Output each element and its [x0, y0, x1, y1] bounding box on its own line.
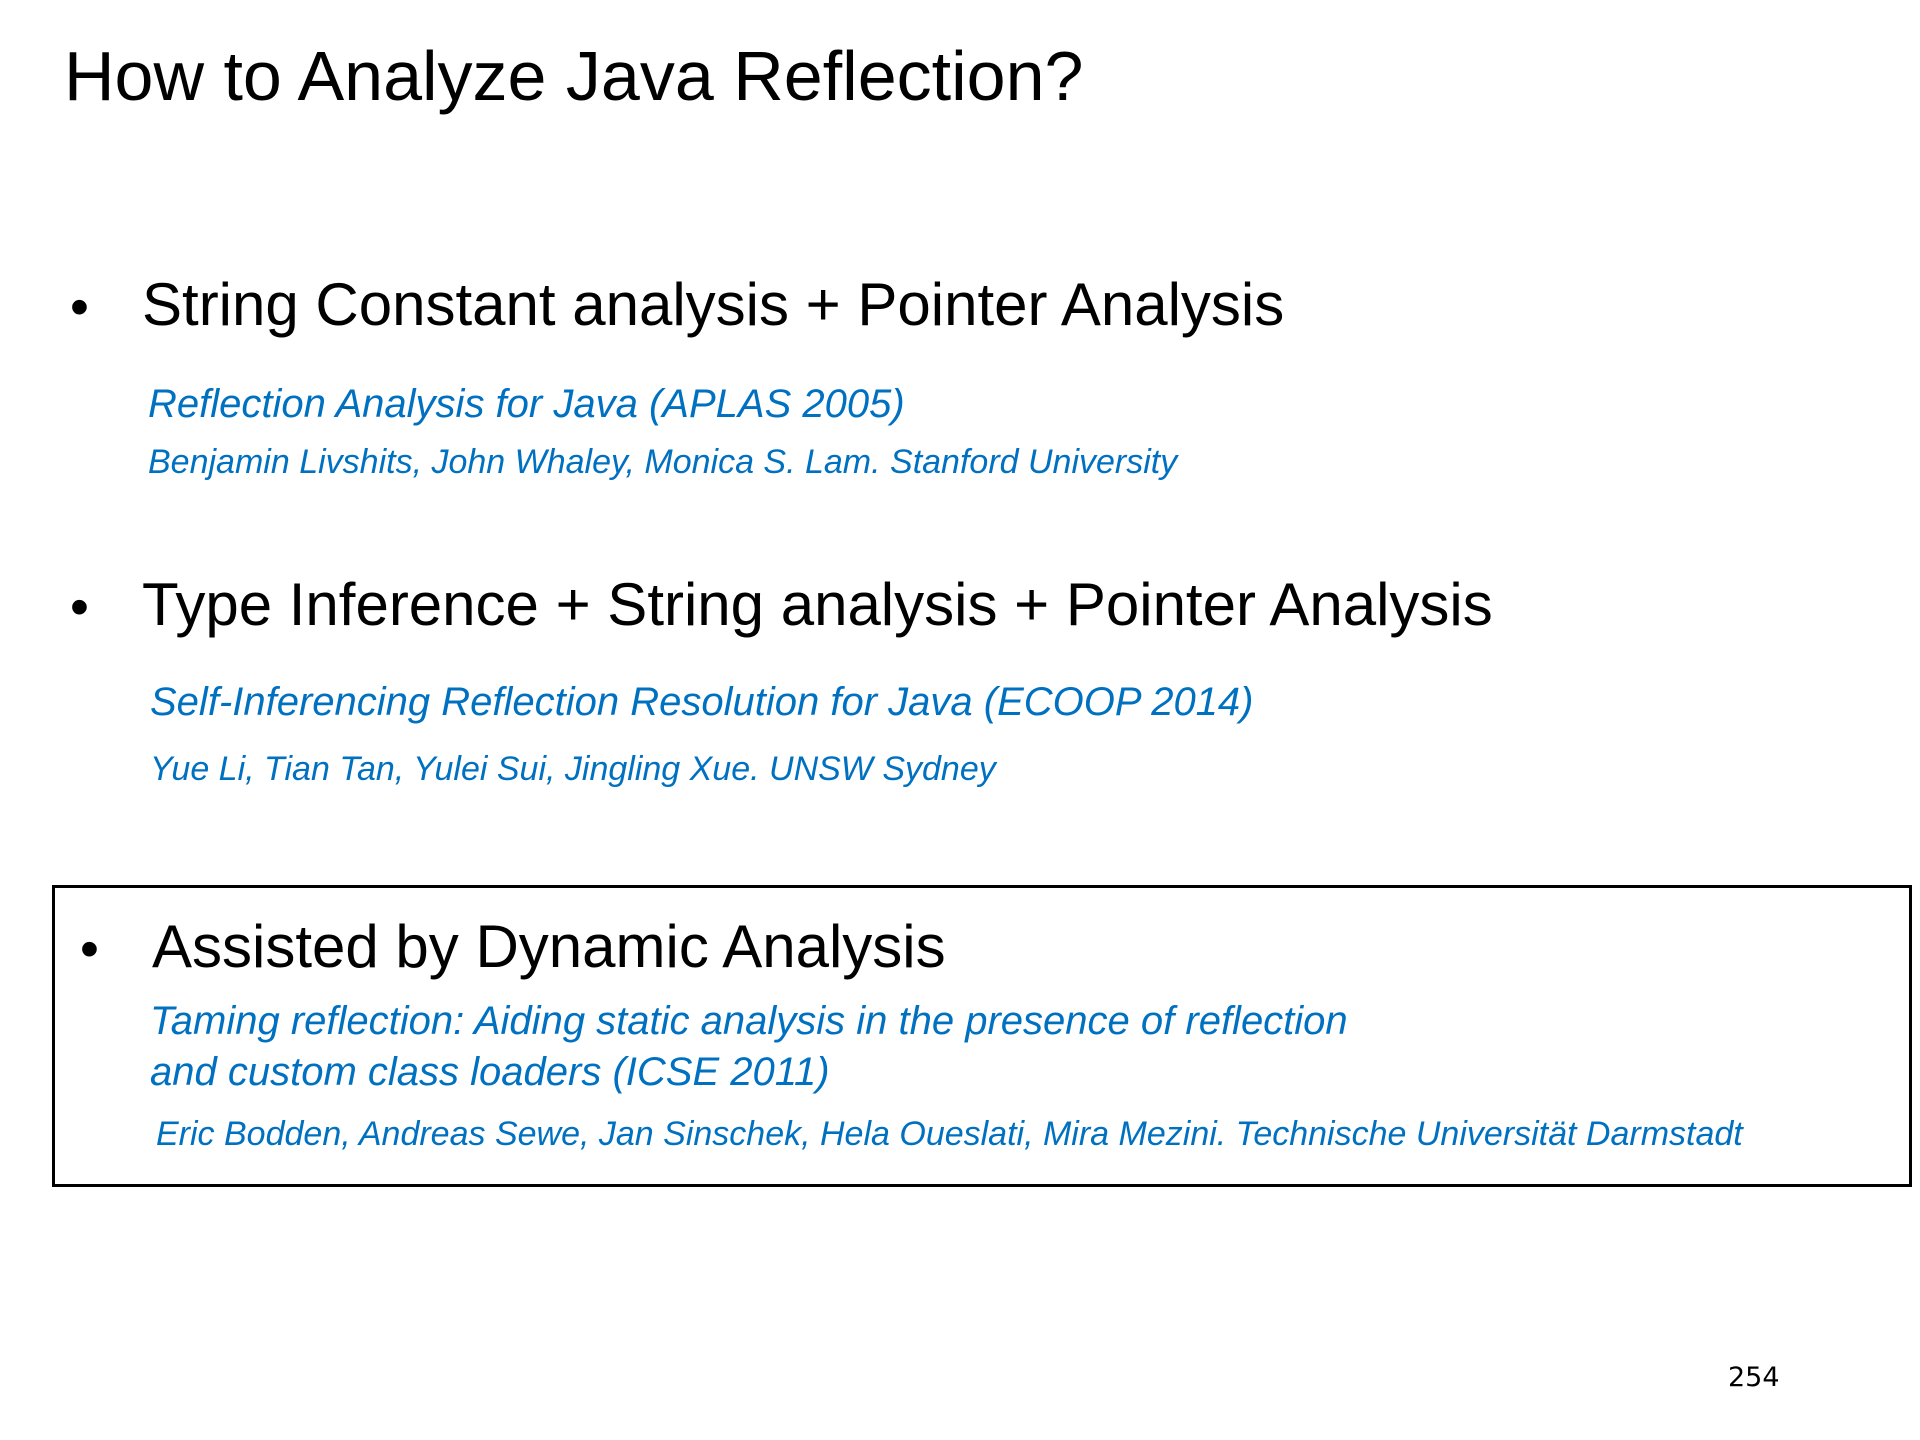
paper-authors-ecoop-2014: Yue Li, Tian Tan, Yulei Sui, Jingling Xu…: [150, 750, 996, 788]
paper-authors-aplas-2005: Benjamin Livshits, John Whaley, Monica S…: [148, 443, 1178, 481]
paper-title-icse-2011-line2: and custom class loaders (ICSE 2011): [150, 1050, 830, 1094]
slide-title: How to Analyze Java Reflection?: [64, 37, 1084, 115]
paper-title-aplas-2005: Reflection Analysis for Java (APLAS 2005…: [148, 382, 905, 426]
bullet-marker: •: [80, 919, 99, 979]
bullet-type-inference: • Type Inference + String analysis + Poi…: [70, 570, 1493, 639]
bullet-heading: Type Inference + String analysis + Point…: [142, 571, 1493, 638]
bullet-marker: •: [70, 577, 89, 637]
highlight-box: [52, 885, 1912, 1187]
bullet-dynamic-analysis: • Assisted by Dynamic Analysis: [80, 912, 946, 981]
bullet-marker: •: [70, 277, 89, 337]
paper-authors-icse-2011: Eric Bodden, Andreas Sewe, Jan Sinschek,…: [156, 1115, 1743, 1153]
paper-title-icse-2011-line1: Taming reflection: Aiding static analysi…: [150, 999, 1348, 1043]
paper-title-ecoop-2014: Self-Inferencing Reflection Resolution f…: [150, 680, 1254, 724]
bullet-heading: Assisted by Dynamic Analysis: [152, 913, 946, 980]
page-number: 254: [1728, 1362, 1780, 1393]
bullet-string-constant-analysis: • String Constant analysis + Pointer Ana…: [70, 270, 1284, 339]
bullet-heading: String Constant analysis + Pointer Analy…: [142, 271, 1285, 338]
